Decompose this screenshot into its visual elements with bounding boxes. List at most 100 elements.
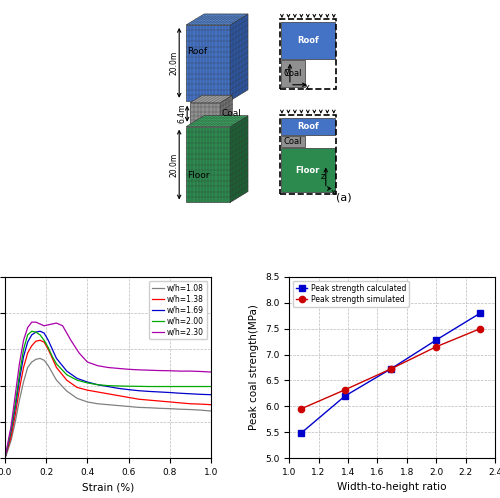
- Peak strength calculated: [342, 393, 348, 399]
- w/h=1.38: [33, 338, 39, 344]
- w/h=1.38: [126, 394, 132, 400]
- w/h=1.69: [156, 389, 162, 395]
- w/h=1.08: [12, 419, 18, 425]
- Polygon shape: [190, 103, 220, 124]
- w/h=1.38: [24, 350, 30, 356]
- w/h=2.00: [20, 347, 26, 353]
- w/h=1.69: [4, 446, 10, 452]
- Bar: [281, 22, 335, 59]
- w/h=1.08: [54, 377, 60, 383]
- Polygon shape: [230, 14, 248, 101]
- w/h=2.00: [50, 354, 56, 360]
- Peak strength calculated: [478, 310, 484, 316]
- w/h=1.08: [50, 370, 56, 376]
- w/h=2.30: [198, 369, 203, 374]
- w/h=1.08: [94, 401, 100, 407]
- w/h=2.00: [24, 332, 30, 338]
- Text: Coal: Coal: [283, 136, 302, 145]
- w/h=2.30: [41, 323, 47, 329]
- w/h=1.38: [177, 400, 183, 406]
- Line: w/h=1.38: w/h=1.38: [5, 340, 211, 458]
- w/h=2.00: [12, 401, 18, 407]
- X-axis label: Strain (%): Strain (%): [82, 483, 134, 493]
- w/h=2.00: [64, 372, 70, 377]
- Polygon shape: [186, 25, 230, 101]
- w/h=1.38: [8, 433, 14, 439]
- w/h=2.30: [188, 368, 194, 374]
- w/h=1.69: [94, 382, 100, 388]
- w/h=1.69: [33, 329, 39, 335]
- Bar: [281, 135, 305, 146]
- w/h=2.30: [94, 363, 100, 369]
- w/h=1.69: [16, 377, 22, 383]
- Line: Peak strength simulated: Peak strength simulated: [298, 326, 484, 412]
- w/h=1.38: [29, 343, 35, 349]
- w/h=2.30: [208, 369, 214, 375]
- Text: Floor: Floor: [296, 166, 320, 175]
- w/h=1.69: [12, 404, 18, 410]
- w/h=1.38: [188, 401, 194, 407]
- Line: w/h=1.08: w/h=1.08: [5, 359, 211, 458]
- w/h=2.00: [94, 382, 100, 388]
- w/h=2.30: [12, 392, 18, 398]
- w/h=2.00: [8, 426, 14, 432]
- w/h=1.08: [33, 357, 39, 363]
- Text: 6.4m: 6.4m: [178, 104, 186, 124]
- X-axis label: Width-to-height ratio: Width-to-height ratio: [338, 483, 447, 493]
- Text: x: x: [330, 188, 336, 197]
- w/h=1.08: [37, 356, 43, 362]
- w/h=1.08: [115, 402, 121, 408]
- w/h=1.38: [166, 399, 172, 405]
- w/h=1.38: [12, 412, 18, 418]
- Peak strength simulated: [342, 387, 348, 393]
- Peak strength simulated: [298, 406, 304, 412]
- w/h=1.69: [166, 389, 172, 395]
- w/h=2.00: [105, 382, 111, 388]
- w/h=2.30: [24, 325, 30, 331]
- w/h=2.00: [4, 446, 10, 452]
- w/h=2.30: [156, 368, 162, 374]
- Polygon shape: [186, 116, 248, 126]
- w/h=1.38: [115, 392, 121, 398]
- w/h=1.69: [2, 455, 8, 461]
- Text: z: z: [320, 172, 325, 181]
- Text: (a): (a): [336, 192, 351, 203]
- w/h=1.69: [198, 391, 203, 397]
- Text: Floor: Floor: [187, 171, 210, 180]
- w/h=1.38: [94, 389, 100, 395]
- Bar: [281, 60, 305, 87]
- w/h=2.00: [54, 361, 60, 367]
- w/h=2.30: [166, 368, 172, 374]
- w/h=2.30: [20, 337, 26, 343]
- w/h=2.00: [16, 372, 22, 377]
- Text: Coal: Coal: [221, 109, 241, 118]
- w/h=1.38: [105, 391, 111, 397]
- w/h=2.00: [74, 377, 80, 383]
- w/h=2.30: [45, 322, 51, 328]
- w/h=1.69: [50, 347, 56, 353]
- w/h=1.08: [45, 363, 51, 369]
- w/h=2.30: [29, 319, 35, 325]
- w/h=1.08: [188, 406, 194, 412]
- w/h=1.08: [136, 404, 142, 410]
- w/h=2.00: [208, 383, 214, 389]
- Polygon shape: [186, 14, 248, 25]
- w/h=2.00: [198, 383, 203, 389]
- w/h=1.69: [105, 383, 111, 389]
- w/h=1.08: [2, 455, 8, 461]
- w/h=1.38: [16, 386, 22, 392]
- w/h=1.08: [198, 407, 203, 413]
- w/h=1.38: [45, 347, 51, 353]
- w/h=1.08: [105, 402, 111, 408]
- w/h=2.00: [115, 383, 121, 389]
- w/h=1.08: [29, 359, 35, 365]
- w/h=2.30: [54, 320, 60, 326]
- w/h=2.30: [8, 422, 14, 428]
- w/h=1.38: [64, 377, 70, 383]
- w/h=2.30: [37, 321, 43, 327]
- w/h=1.38: [208, 402, 214, 408]
- w/h=1.38: [146, 397, 152, 403]
- Text: 20.0m: 20.0m: [170, 152, 178, 177]
- w/h=1.69: [37, 328, 43, 334]
- Polygon shape: [190, 95, 232, 103]
